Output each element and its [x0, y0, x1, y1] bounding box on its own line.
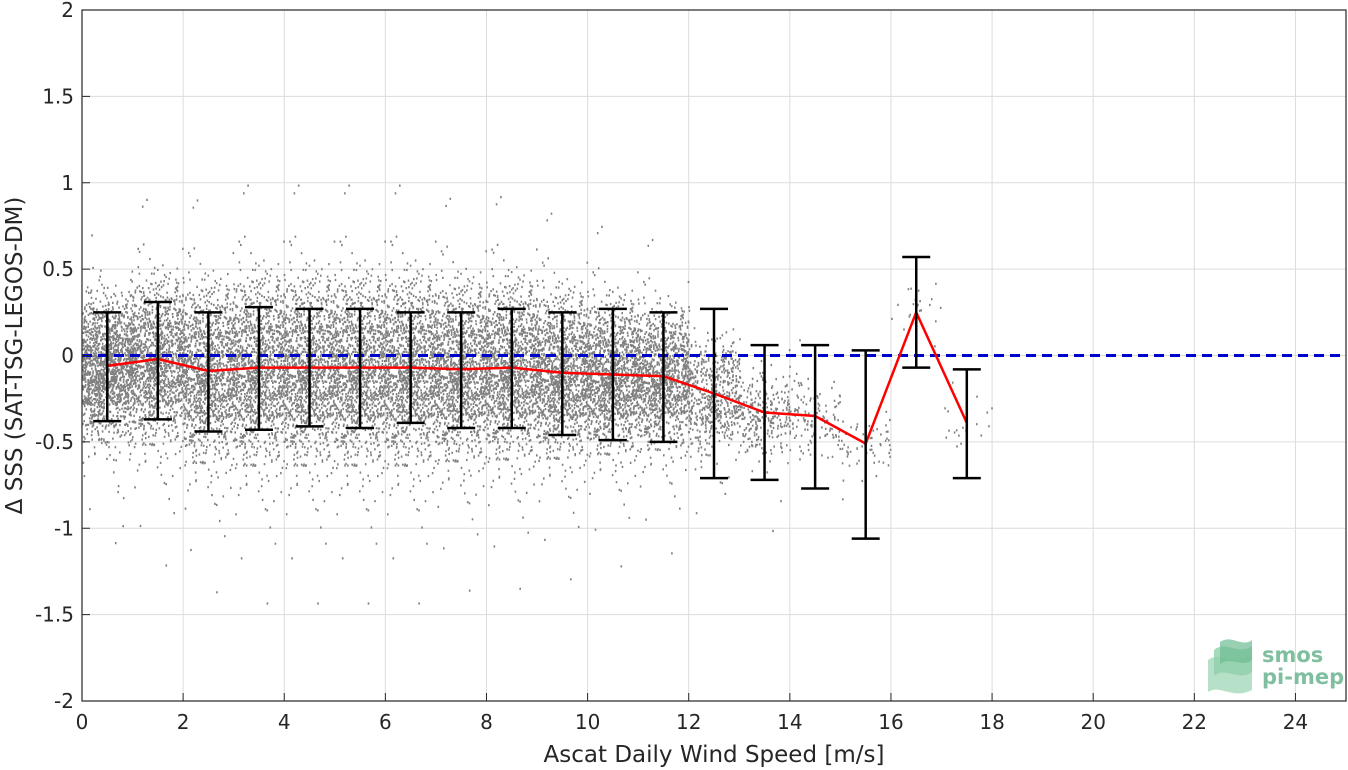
scatter-points: [82, 184, 993, 605]
scatter-point-cloud: [82, 184, 993, 605]
errorbar: [346, 307, 375, 430]
errorbar: [497, 307, 526, 430]
y-tick-label: 1.5: [42, 84, 74, 108]
x-tick-label: 12: [676, 710, 701, 734]
errorbar: [952, 368, 981, 480]
errorbar: [143, 300, 172, 421]
errorbar: [700, 307, 728, 480]
x-tick-label: 2: [177, 710, 190, 734]
errorbar: [194, 311, 223, 433]
x-tick-label: 24: [1283, 710, 1308, 734]
y-tick-label: 2: [61, 0, 74, 22]
x-tick-label: 20: [1080, 710, 1105, 734]
errorbars: [93, 255, 981, 540]
y-tick-label: -0.5: [35, 430, 74, 454]
logo-wave-icon-3: [1220, 639, 1252, 664]
x-tick-label: 16: [878, 710, 903, 734]
x-tick-label: 4: [278, 710, 291, 734]
smos-pi-mep-logo: smos pi-mep: [1208, 639, 1344, 694]
y-tick-label: -1: [54, 516, 74, 540]
y-axis-label: Δ SSS (SAT-TSG-LEGOS-DM): [2, 197, 28, 515]
errorbar: [93, 311, 122, 423]
errorbar: [598, 307, 627, 442]
x-tick-label: 8: [480, 710, 493, 734]
y-axis-ticks: -2 -1.5 -1 -0.5 0 0.5 1 1.5 2: [35, 0, 90, 713]
mean-line: [107, 309, 968, 446]
x-tick-label: 22: [1182, 710, 1207, 734]
x-tick-label: 6: [379, 710, 392, 734]
y-tick-label: 0.5: [42, 257, 74, 281]
errorbar: [801, 343, 830, 490]
y-tick-label: 0: [61, 344, 74, 368]
y-tick-label: -2: [54, 689, 74, 713]
x-tick-label: 10: [575, 710, 600, 734]
errorbar: [902, 255, 931, 369]
errorbar: [295, 307, 324, 428]
errorbar: [750, 343, 779, 482]
errorbar: [851, 349, 880, 540]
x-tick-label: 14: [777, 710, 802, 734]
errorbar: [396, 311, 425, 425]
y-tick-label: -1.5: [35, 603, 74, 627]
errorbar: [447, 311, 476, 430]
x-tick-label: 18: [979, 710, 1004, 734]
x-axis-ticks: 0 2 4 6 8 10 12 14 16 18 20 22 24: [76, 693, 1308, 734]
errorbar: [649, 311, 678, 444]
logo-text-smos: smos: [1262, 643, 1323, 667]
x-tick-label: 0: [76, 710, 89, 734]
logo-text-pimep: pi-mep: [1262, 665, 1344, 689]
y-tick-label: 1: [61, 171, 74, 195]
errorbar: [244, 305, 273, 432]
errorbar: [548, 311, 577, 437]
x-axis-label: Ascat Daily Wind Speed [m/s]: [544, 742, 885, 768]
